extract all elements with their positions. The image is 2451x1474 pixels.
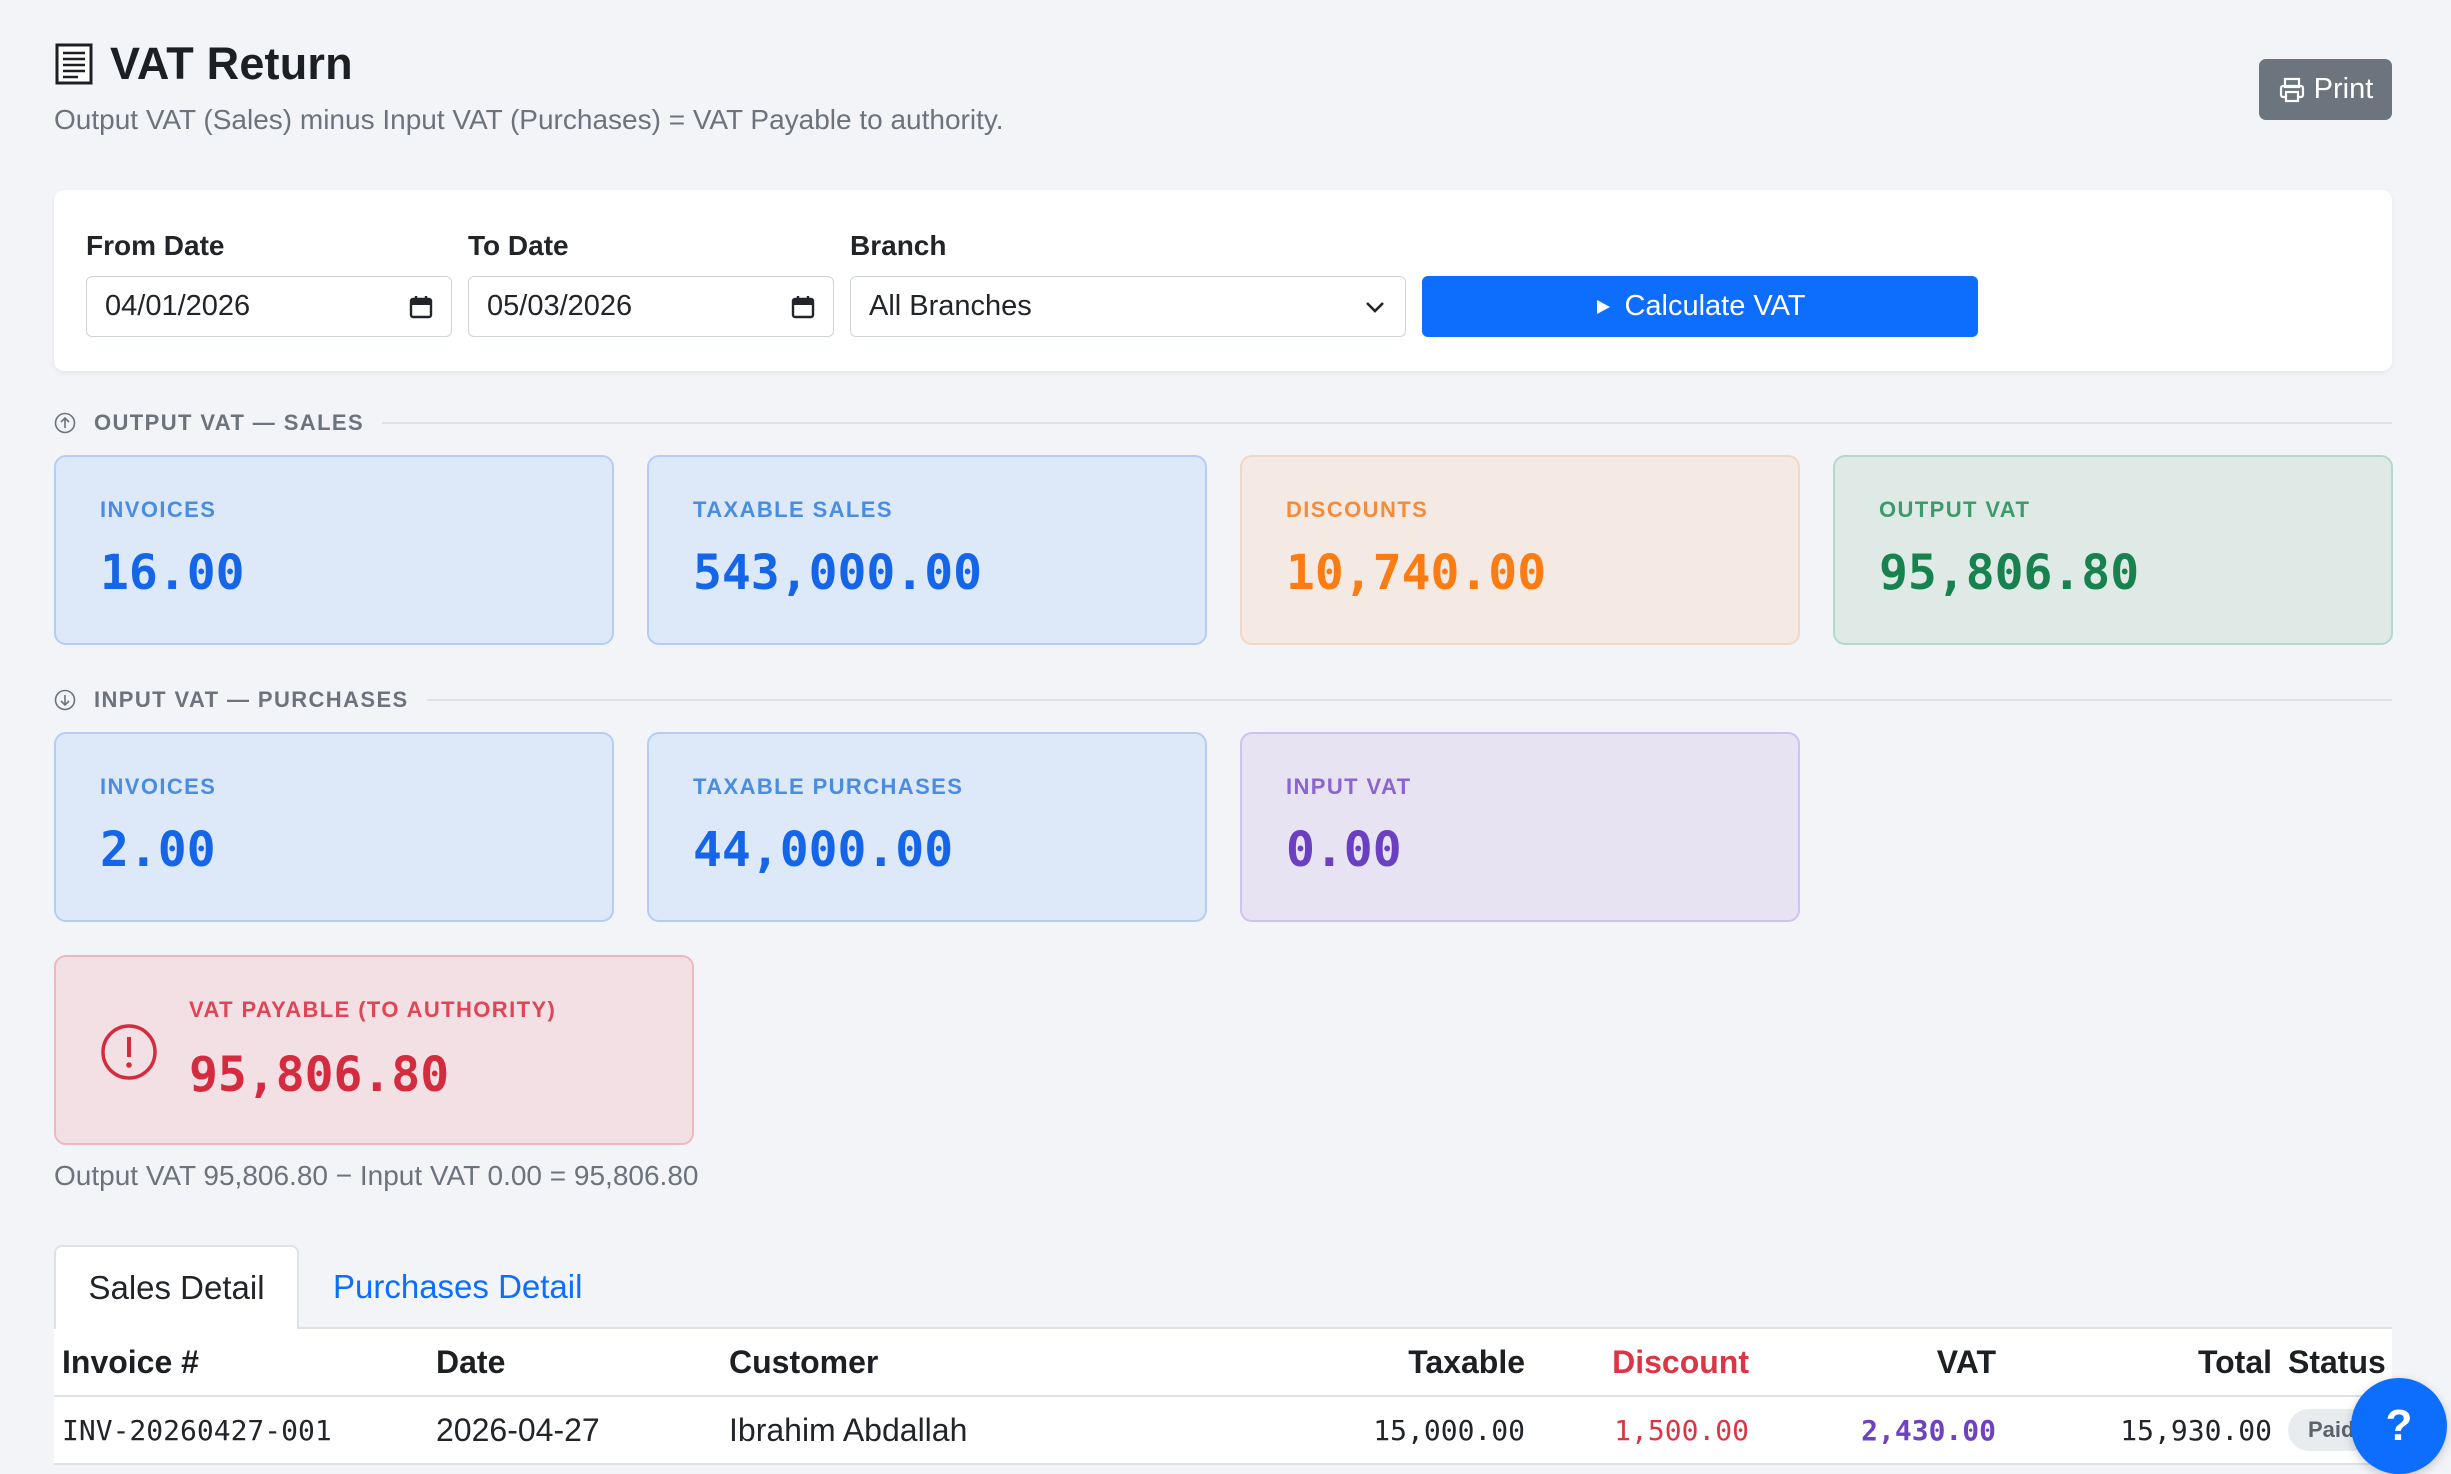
input-vat-heading: INPUT VAT — PURCHASES — [54, 687, 2392, 713]
divider — [426, 699, 2392, 701]
stat-card-output-invoices: INVOICES 16.00 — [54, 455, 614, 645]
receipt-icon — [55, 43, 93, 85]
stat-label: INVOICES — [100, 774, 217, 799]
divider — [382, 422, 2392, 424]
cell-total: 15,930.00 — [2120, 1413, 2272, 1447]
stat-value: 95,806.80 — [1879, 545, 2140, 601]
branch-value: All Branches — [869, 290, 1032, 322]
sales-detail-table: Invoice # Date Customer Taxable Discount… — [54, 1329, 2392, 1465]
stat-value: 44,000.00 — [693, 822, 954, 878]
help-button[interactable]: ? — [2351, 1378, 2447, 1474]
stat-card-taxable-sales: TAXABLE SALES 543,000.00 — [647, 455, 1207, 645]
cell-vat: 2,430.00 — [1861, 1413, 1996, 1447]
to-date-value: 05/03/2026 — [487, 290, 633, 322]
stat-card-output-vat: OUTPUT VAT 95,806.80 — [1833, 455, 2393, 645]
column-header-vat[interactable]: VAT — [1936, 1343, 1996, 1380]
branch-label: Branch — [850, 230, 947, 261]
cell-invoice: INV-20260427-001 — [62, 1413, 332, 1447]
output-vat-heading: OUTPUT VAT — SALES — [54, 410, 2392, 436]
printer-icon — [2279, 77, 2304, 102]
column-header-date[interactable]: Date — [436, 1343, 506, 1380]
stat-label: DISCOUNTS — [1286, 497, 1429, 522]
calculate-vat-label: Calculate VAT — [1624, 290, 1806, 322]
cell-taxable: 15,000.00 — [1373, 1413, 1525, 1447]
stat-card-discounts: DISCOUNTS 10,740.00 — [1240, 455, 1800, 645]
stat-label: OUTPUT VAT — [1879, 497, 2031, 522]
stat-label: TAXABLE PURCHASES — [693, 774, 964, 799]
stat-value: 0.00 — [1286, 822, 1402, 878]
title-row: VAT Return — [54, 38, 2392, 90]
cell-date: 2026-04-27 — [436, 1411, 600, 1448]
stat-value: 543,000.00 — [693, 545, 982, 601]
cell-discount: 1,500.00 — [1614, 1413, 1749, 1447]
calendar-icon — [791, 295, 815, 318]
chevron-down-icon — [1366, 301, 1384, 313]
stat-value: 16.00 — [100, 545, 245, 601]
column-header-taxable[interactable]: Taxable — [1408, 1343, 1525, 1380]
to-date-input[interactable]: 05/03/2026 — [468, 276, 834, 337]
filter-card: From Date 04/01/2026 To Date 05/03/2026 — [54, 190, 2392, 371]
cell-customer: Ibrahim Abdallah — [729, 1411, 968, 1448]
exclamation-circle-icon — [101, 1024, 157, 1080]
column-header-status[interactable]: Status — [2288, 1343, 2386, 1380]
branch-field: Branch All Branches — [850, 230, 1406, 337]
arrow-up-circle-icon — [54, 412, 76, 434]
stat-label: INPUT VAT — [1286, 774, 1412, 799]
from-date-value: 04/01/2026 — [105, 290, 251, 322]
stat-label: TAXABLE SALES — [693, 497, 893, 522]
tab-purchases-detail[interactable]: Purchases Detail — [333, 1268, 583, 1305]
calendar-icon — [409, 295, 433, 318]
arrow-down-circle-icon — [54, 689, 76, 711]
stat-label: INVOICES — [100, 497, 217, 522]
tab-sales-detail[interactable]: Sales Detail — [54, 1245, 299, 1331]
column-header-discount[interactable]: Discount — [1612, 1343, 1749, 1380]
from-date-input[interactable]: 04/01/2026 — [86, 276, 452, 337]
from-date-field: From Date 04/01/2026 — [86, 230, 452, 337]
detail-tabs: Sales Detail Purchases Detail — [54, 1245, 2392, 1331]
stat-card-input-vat: INPUT VAT 0.00 — [1240, 732, 1800, 922]
branch-select[interactable]: All Branches — [850, 276, 1406, 337]
from-date-label: From Date — [86, 230, 225, 261]
stat-value: 2.00 — [100, 822, 216, 878]
vat-payable-label: VAT PAYABLE (TO AUTHORITY) — [189, 997, 557, 1022]
page-subtitle: Output VAT (Sales) minus Input VAT (Purc… — [54, 104, 1004, 135]
column-header-total[interactable]: Total — [2197, 1343, 2272, 1380]
vat-payable-value: 95,806.80 — [189, 1047, 450, 1103]
table-row[interactable]: INV-20260427-001 2026-04-27 Ibrahim Abda… — [54, 1397, 2392, 1465]
column-header-customer[interactable]: Customer — [729, 1343, 879, 1380]
vat-formula: Output VAT 95,806.80 − Input VAT 0.00 = … — [54, 1160, 699, 1191]
page-title: VAT Return — [110, 38, 353, 89]
table-header-row: Invoice # Date Customer Taxable Discount… — [54, 1329, 2392, 1397]
input-vat-heading-text: INPUT VAT — PURCHASES — [94, 687, 409, 712]
print-button[interactable]: Print — [2259, 59, 2392, 120]
calculate-vat-button[interactable]: Calculate VAT — [1422, 276, 1978, 337]
to-date-label: To Date — [468, 230, 569, 261]
stat-card-input-invoices: INVOICES 2.00 — [54, 732, 614, 922]
output-vat-heading-text: OUTPUT VAT — SALES — [94, 410, 365, 435]
print-label: Print — [2313, 73, 2374, 105]
play-icon — [1597, 299, 1611, 314]
vat-payable-card: VAT PAYABLE (TO AUTHORITY) 95,806.80 — [54, 955, 694, 1145]
page-header: VAT Return Output VAT (Sales) minus Inpu… — [54, 38, 2392, 148]
stat-card-taxable-purchases: TAXABLE PURCHASES 44,000.00 — [647, 732, 1207, 922]
column-header-invoice[interactable]: Invoice # — [62, 1343, 199, 1380]
stat-value: 10,740.00 — [1286, 545, 1547, 601]
to-date-field: To Date 05/03/2026 — [468, 230, 834, 337]
